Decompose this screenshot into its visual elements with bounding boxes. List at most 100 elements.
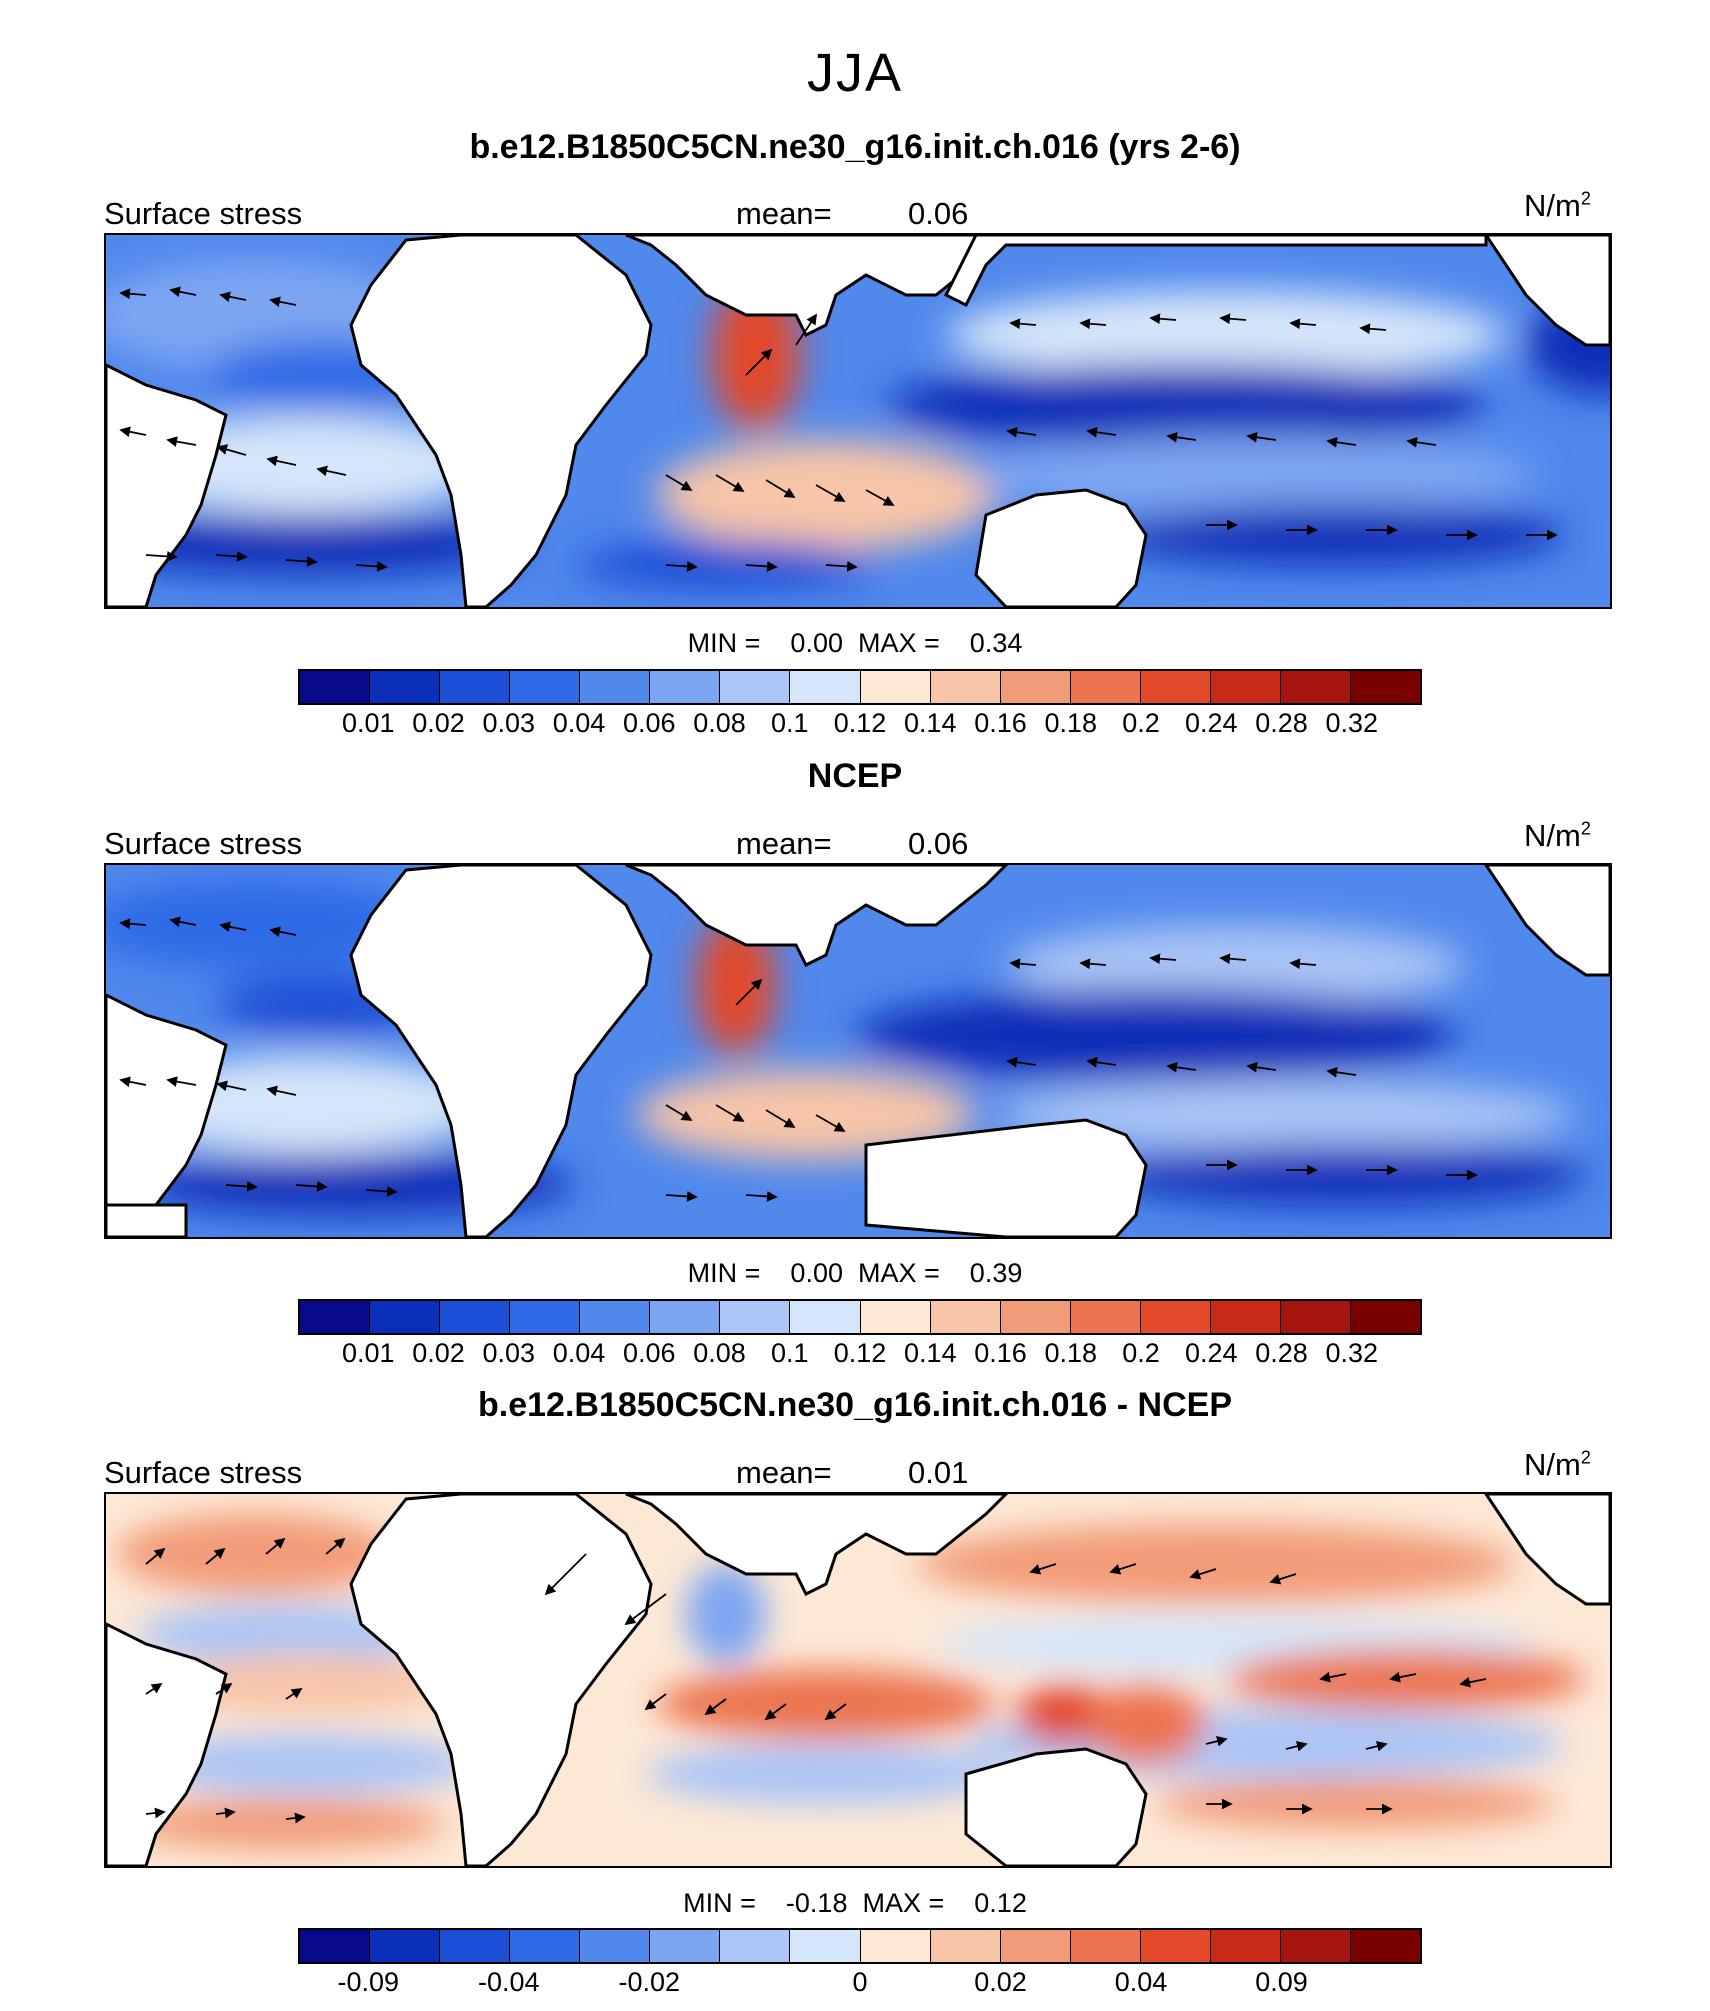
colorbar-tick-label: 0.04: [1114, 1967, 1168, 1997]
colorbar-tick-label: 0.06: [622, 708, 676, 738]
colorbar-swatch: [1350, 1930, 1420, 1962]
colorbar-tick-label: -0.09: [337, 1967, 400, 1997]
panel-2-colorbar-labels: 0.01 0.02 0.03 0.04 0.06 0.08 0.1 0.12 0.14 0.16 0…: [298, 1338, 1422, 1370]
colorbar-swatch: [510, 671, 581, 703]
colorbar-swatch: [1350, 1301, 1420, 1333]
panel-2-mean-label: mean=: [736, 826, 832, 861]
panel-3-colorbar: [298, 1928, 1422, 1964]
colorbar-tick-label: 0.1: [770, 708, 809, 738]
south-america-landmass: [106, 993, 228, 1237]
colorbar-swatch: [510, 1301, 581, 1333]
map-ncep-svg: [106, 865, 1610, 1237]
colorbar-swatch: [370, 1301, 441, 1333]
colorbar-swatch: [510, 1930, 581, 1962]
south-america-landmass: [106, 363, 228, 607]
colorbar-swatch: [370, 671, 441, 703]
colorbar-swatch: [650, 671, 721, 703]
panel-1-unit: N/m2: [1524, 188, 1591, 223]
colorbar-tick-label: 0.03: [482, 1338, 536, 1368]
colorbar-swatch: [1140, 1930, 1211, 1962]
colorbar-swatch: [650, 1301, 721, 1333]
panel-3-unit: N/m2: [1524, 1447, 1591, 1482]
colorbar-swatch: [1000, 1301, 1071, 1333]
colorbar-swatch: [1000, 671, 1071, 703]
map-model-svg: [106, 235, 1610, 607]
colorbar-tick-label: 0.16: [974, 708, 1027, 738]
colorbar-swatch: [1210, 1930, 1281, 1962]
colorbar-swatch: [720, 1930, 791, 1962]
colorbar-tick-label: 0.01: [341, 1338, 395, 1368]
colorbar-swatch: [1210, 1301, 1281, 1333]
colorbar-swatch: [790, 1301, 861, 1333]
colorbar-tick-label: 0.12: [833, 1338, 887, 1368]
colorbar-tick-label: 0: [852, 1967, 868, 1997]
map-model: [104, 233, 1612, 609]
eurasia-landmass: [625, 1494, 1009, 1597]
north-america-landmass: [1484, 235, 1610, 347]
colorbar-swatch: [790, 671, 861, 703]
colorbar-tick-label: 0.14: [903, 1338, 957, 1368]
colorbar-swatch: [580, 1930, 651, 1962]
panel-3-minmax: MIN = -0.18 MAX = 0.12: [683, 1888, 1027, 1918]
colorbar-tick-label: 0.28: [1255, 708, 1308, 738]
colorbar-tick-label: -0.04: [477, 1967, 540, 1997]
colorbar-tick-label: 0.16: [974, 1338, 1027, 1368]
colorbar-swatch: [1070, 671, 1141, 703]
panel-1-minmax: MIN = 0.00 MAX = 0.34: [687, 628, 1023, 658]
colorbar-swatch: [1280, 671, 1351, 703]
colorbar-tick-label: 0.06: [622, 1338, 676, 1368]
wind-vectors-model: [119, 286, 1558, 572]
figure-title: JJA: [806, 43, 904, 103]
colorbar-tick-label: 0.02: [974, 1967, 1027, 1997]
colorbar-tick-label: 0.01: [341, 708, 395, 738]
africa-landmass: [349, 1494, 653, 1866]
colorbar-tick-label: 0.18: [1044, 708, 1098, 738]
panel-1-title: b.e12.B1850C5CN.ne30_g16.init.ch.016 (yr…: [469, 128, 1241, 166]
colorbar-swatch: [1210, 671, 1281, 703]
colorbar-swatch: [300, 671, 371, 703]
australia-landmass: [864, 1118, 1148, 1237]
colorbar-tick-label: 0.03: [482, 708, 536, 738]
africa-landmass: [349, 865, 653, 1237]
colorbar-swatch: [1140, 1301, 1211, 1333]
colorbar-swatch: [440, 671, 511, 703]
panel-3-variable: Surface stress: [104, 1455, 303, 1490]
colorbar-swatch: [860, 1930, 931, 1962]
africa-landmass: [349, 235, 653, 607]
colorbar-swatch: [300, 1301, 371, 1333]
colorbar-tick-label: 0.08: [693, 708, 746, 738]
colorbar-tick-label: 0.1: [770, 1338, 809, 1368]
australia-landmass: [974, 488, 1148, 607]
colorbar-tick-label: 0.04: [552, 1338, 606, 1368]
colorbar-swatch: [580, 1301, 651, 1333]
colorbar-tick-label: 0.12: [833, 708, 887, 738]
colorbar-tick-label: 0.24: [1184, 708, 1238, 738]
colorbar-tick-label: 0.04: [552, 708, 606, 738]
panel-2-unit: N/m2: [1524, 818, 1591, 853]
colorbar-swatch: [1140, 671, 1211, 703]
panel-1-colorbar: [298, 669, 1422, 705]
panel-2-variable: Surface stress: [104, 826, 303, 861]
panel-3-title: b.e12.B1850C5CN.ne30_g16.init.ch.016 - N…: [478, 1386, 1232, 1424]
colorbar-tick-label: 0.2: [1122, 708, 1160, 738]
colorbar-tick-label: 0.09: [1255, 1967, 1308, 1997]
colorbar-swatch: [930, 1930, 1001, 1962]
colorbar-tick-label: 0.24: [1184, 1338, 1238, 1368]
panel-3-mean-value: 0.01: [908, 1455, 969, 1490]
panel-3-colorbar-labels: -0.09 -0.04 -0.02 0 0.02 0.04 0.09: [298, 1967, 1422, 1999]
map-ncep: [104, 863, 1612, 1239]
colorbar-tick-label: 0.32: [1325, 1338, 1379, 1368]
colorbar-swatch: [370, 1930, 441, 1962]
eurasia-landmass: [625, 865, 1009, 968]
colorbar-swatch: [1070, 1930, 1141, 1962]
colorbar-swatch: [580, 671, 651, 703]
colorbar-swatch: [790, 1930, 861, 1962]
colorbar-tick-label: 0.14: [903, 708, 957, 738]
colorbar-swatch: [440, 1930, 511, 1962]
north-america-landmass: [1484, 865, 1610, 977]
colorbar-swatch: [650, 1930, 721, 1962]
colorbar-tick-label: 0.02: [412, 708, 465, 738]
colorbar-swatch: [1000, 1930, 1071, 1962]
panel-2-title: NCEP: [807, 757, 903, 795]
colorbar-tick-label: -0.02: [618, 1967, 681, 1997]
